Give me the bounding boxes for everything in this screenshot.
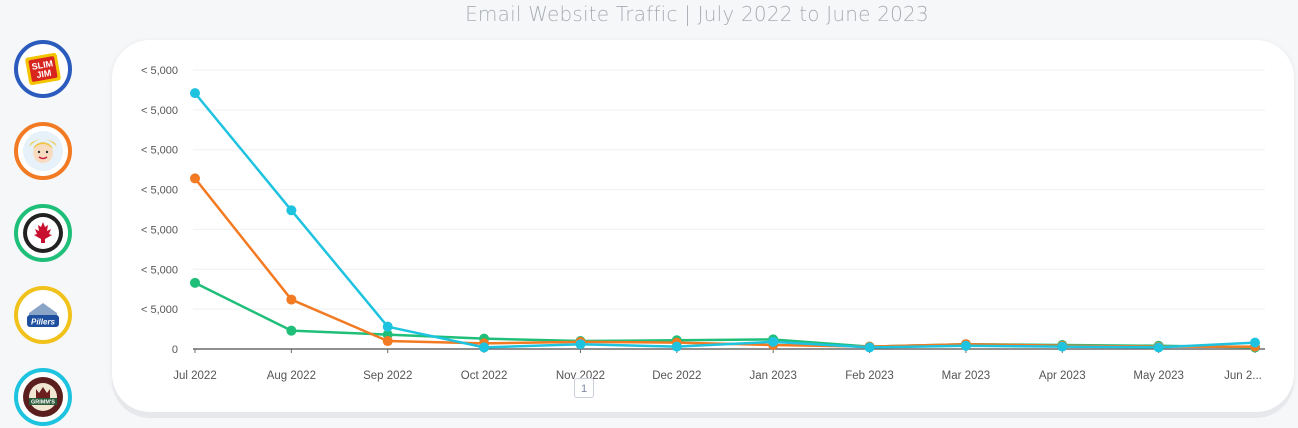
x-tick-label: Jan 2023 (750, 370, 797, 382)
svg-text:SLIM: SLIM (31, 58, 54, 72)
x-tick-label: Apr 2023 (1039, 370, 1086, 382)
y-tick-label: < 5,000 (141, 224, 178, 236)
data-point (864, 342, 875, 353)
data-point (286, 294, 297, 305)
pillers-logo-icon: Pillers (27, 303, 59, 327)
x-tick-label: Mar 2023 (942, 370, 991, 382)
data-point (382, 336, 393, 347)
data-point (286, 205, 297, 216)
x-tick-label: Oct 2022 (461, 370, 508, 382)
series-line (194, 92, 1256, 349)
data-point (960, 340, 971, 351)
brand-pillers[interactable]: Pillers (14, 286, 72, 344)
girl-face-logo-icon (23, 131, 63, 171)
data-point (286, 325, 297, 336)
x-tick-label: Feb 2023 (845, 370, 894, 382)
x-tick-label: Jul 2022 (173, 370, 216, 382)
x-tick-label: Jun 2... (1224, 370, 1262, 382)
x-tick-label: May 2023 (1133, 370, 1184, 382)
brand-slim-jim[interactable]: SLIM JIM (14, 40, 72, 98)
data-point (671, 341, 682, 352)
y-tick-label: < 5,000 (141, 145, 178, 157)
y-tick-label: < 5,000 (141, 185, 178, 197)
y-tick-label: < 5,000 (141, 105, 178, 117)
data-point (1057, 341, 1068, 352)
brand-girl[interactable] (14, 122, 72, 180)
y-tick-label: < 5,000 (141, 264, 178, 276)
chart-card: 0 < 5,000 < 5,000 < 5,000 < 5,000 < 5,000 < 5,… (112, 40, 1294, 412)
svg-text:JIM: JIM (36, 68, 53, 80)
svg-text:GRIMM'S: GRIMM'S (31, 400, 55, 406)
data-point (382, 321, 393, 332)
grimms-logo-icon: GRIMM'S (23, 377, 63, 417)
x-tick-label: Dec 2022 (652, 370, 701, 382)
x-tick-label: Aug 2022 (267, 370, 316, 382)
data-point (190, 277, 200, 288)
brand-grimms[interactable]: GRIMM'S (14, 368, 72, 426)
svg-text:Pillers: Pillers (31, 318, 56, 327)
line-chart: 0 < 5,000 < 5,000 < 5,000 < 5,000 < 5,000 < 5,… (141, 65, 1265, 382)
maple-leaf-icon (23, 213, 63, 253)
x-tick-label: Sep 2022 (363, 370, 412, 382)
data-point (190, 173, 200, 184)
data-point (1250, 337, 1260, 348)
data-point (479, 342, 490, 353)
data-point (768, 336, 779, 347)
data-point (190, 88, 200, 99)
brand-maple-leaf[interactable] (14, 204, 72, 262)
series-line (194, 177, 1255, 348)
data-point (1153, 342, 1164, 353)
series-line (194, 281, 1256, 349)
data-point (575, 339, 586, 350)
y-tick-label: < 5,000 (141, 65, 178, 77)
page-button[interactable]: 1 (574, 378, 594, 398)
slim-jim-logo-icon: SLIM JIM (25, 52, 61, 86)
y-tick-label: < 5,000 (141, 304, 178, 316)
page-title: Email Website Traffic | July 2022 to Jun… (465, 2, 929, 26)
y-tick-label: 0 (172, 344, 178, 356)
